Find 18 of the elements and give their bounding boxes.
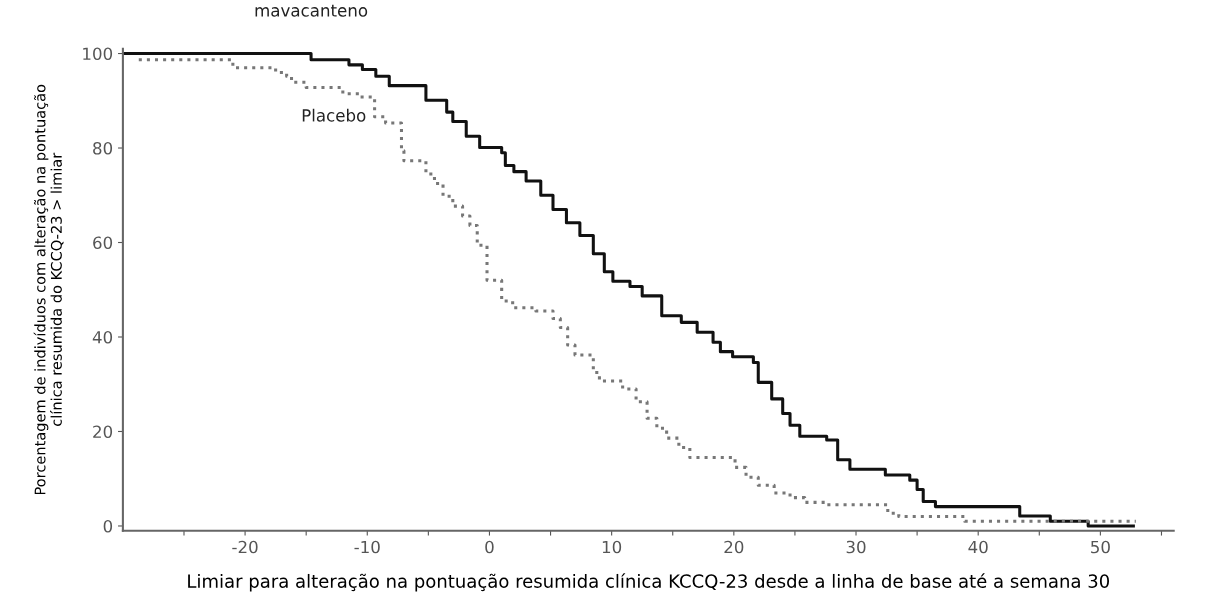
y-tick-label: 40: [92, 330, 113, 344]
x-tick-label: 40: [968, 540, 988, 554]
x-tick-label: 50: [1091, 540, 1110, 554]
y-tick-label: 20: [93, 425, 113, 439]
x-tick-label: 30: [846, 540, 866, 554]
y-tick-label: 60: [93, 236, 113, 250]
x-axis-title: Limiar para alteração na pontuação resumida clínica KCCQ-23 desde a linha de base até a semana 30: [188, 573, 1110, 592]
y-tick-label: 100: [83, 47, 113, 61]
x-tick-label: 0: [485, 540, 494, 554]
x-tick-label: -20: [232, 540, 258, 554]
y-tick-label: 80: [93, 141, 113, 155]
series-label: Placebo: [302, 108, 366, 122]
x-tick-label: 20: [724, 540, 744, 554]
x-tick-label: -10: [354, 540, 380, 554]
y-tick-label: 0: [103, 519, 113, 533]
text: mavacanteno: [255, 4, 368, 17]
x-tick-label: 10: [602, 540, 622, 554]
y-axis-title: Porcentagem de indivíduos com alteração na pontuação clínica resumida do KCCQ-23 > limiar: [33, 84, 64, 495]
